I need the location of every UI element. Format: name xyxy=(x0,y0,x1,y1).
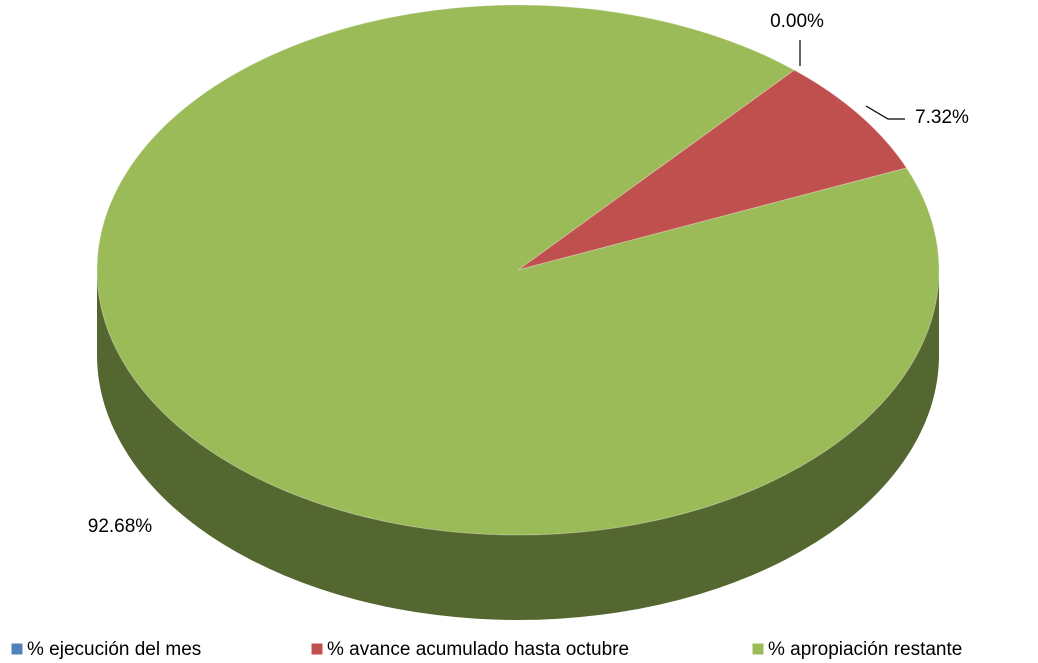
data-label: 7.32% xyxy=(915,107,969,128)
data-label: 0.00% xyxy=(770,11,824,32)
pie-slice xyxy=(96,4,940,536)
legend-label: % apropiación restante xyxy=(768,639,962,660)
legend-swatch xyxy=(310,642,324,656)
pie-sides xyxy=(97,270,939,620)
pie-tops xyxy=(96,4,940,536)
pie-side xyxy=(97,270,939,620)
legend-swatch xyxy=(10,642,24,656)
leader-line xyxy=(865,105,905,120)
data-label: 92.68% xyxy=(88,516,153,537)
legend-label: % ejecución del mes xyxy=(27,639,201,660)
legend-label: % avance acumulado hasta octubre xyxy=(327,639,629,660)
legend-swatch xyxy=(751,642,765,656)
pie-slice xyxy=(517,69,908,271)
